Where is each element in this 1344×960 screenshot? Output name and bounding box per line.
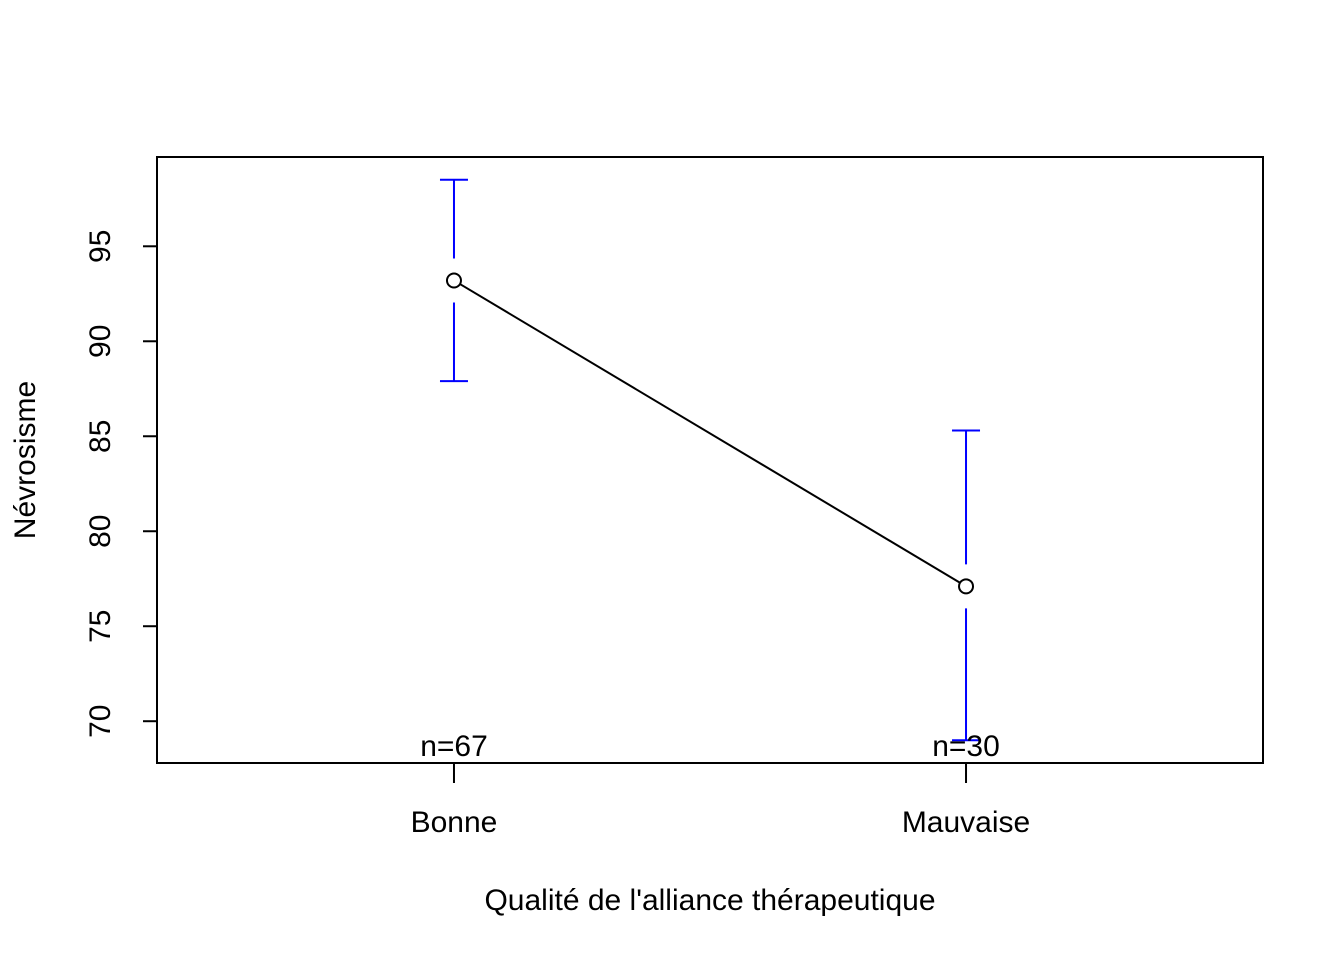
y-tick-label: 75 — [84, 610, 117, 643]
plot-frame — [156, 156, 1264, 764]
y-tick-label: 85 — [84, 420, 117, 453]
count-label: n=67 — [420, 730, 488, 763]
count-label: n=30 — [932, 730, 1000, 763]
count-labels: n=67 n=30 — [420, 730, 1000, 763]
y-tick-label: 80 — [84, 515, 117, 548]
x-tick-label: Mauvaise — [902, 806, 1030, 839]
y-tick-label: 70 — [84, 705, 117, 738]
y-axis: 70 75 80 85 90 95 — [84, 230, 158, 738]
y-axis-label: Névrosisme — [9, 381, 42, 539]
x-axis-label: Qualité de l'alliance thérapeutique — [484, 884, 935, 917]
data-point — [445, 272, 462, 289]
y-tick-label: 95 — [84, 230, 117, 263]
error-bars — [439, 178, 981, 742]
y-tick-label: 90 — [84, 325, 117, 358]
x-tick-label: Bonne — [411, 806, 498, 839]
series — [445, 272, 975, 595]
x-axis: Bonne Mauvaise — [411, 763, 1030, 839]
series-line — [459, 283, 961, 584]
data-point — [958, 578, 975, 595]
